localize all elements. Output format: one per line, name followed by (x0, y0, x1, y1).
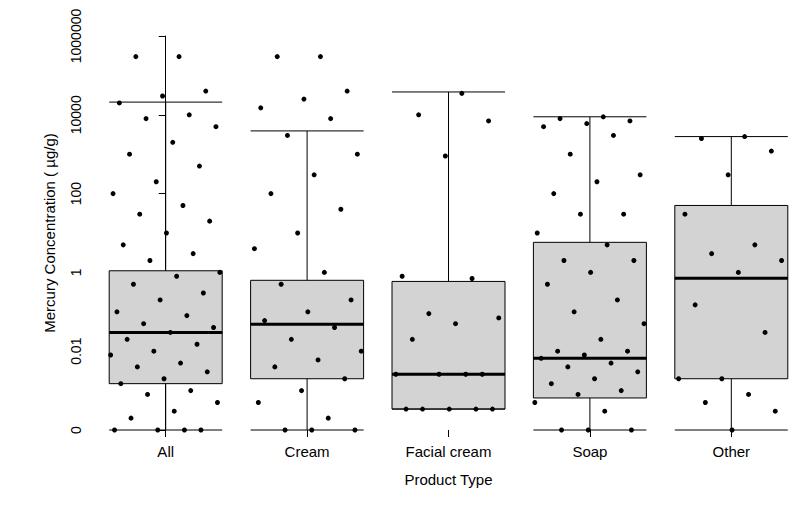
svg-text:10000: 10000 (68, 95, 84, 134)
svg-text:0.01: 0.01 (68, 337, 84, 364)
svg-text:Facial cream: Facial cream (406, 443, 492, 460)
svg-text:100: 100 (68, 182, 84, 206)
svg-text:1000000: 1000000 (68, 9, 84, 64)
svg-text:Soap: Soap (572, 443, 607, 460)
svg-text:Other: Other (713, 443, 751, 460)
svg-text:Cream: Cream (285, 443, 330, 460)
svg-text:Mercury Concentration ( µg/g): Mercury Concentration ( µg/g) (41, 133, 58, 333)
svg-text:0: 0 (68, 426, 84, 434)
svg-text:All: All (157, 443, 174, 460)
svg-text:Product Type: Product Type (404, 471, 492, 488)
svg-text:1: 1 (68, 268, 84, 276)
